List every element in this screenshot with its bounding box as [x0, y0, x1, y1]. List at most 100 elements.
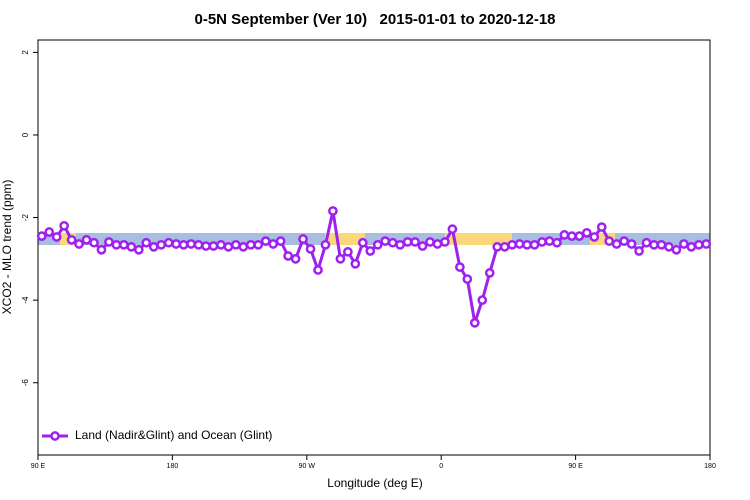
point: [499, 242, 510, 252]
point: [410, 237, 420, 247]
point: [671, 244, 682, 255]
point: [313, 265, 323, 275]
x-tick-label: 180: [704, 463, 716, 470]
point: [372, 239, 383, 250]
point: [634, 246, 644, 256]
y-tick-label: 2: [21, 50, 30, 55]
point: [604, 236, 615, 246]
point: [611, 239, 622, 249]
point: [417, 241, 428, 251]
point: [186, 239, 196, 249]
y-tick-label: -4: [21, 296, 30, 304]
point: [559, 230, 570, 240]
point: [477, 295, 488, 305]
point: [238, 242, 249, 252]
point: [589, 232, 600, 242]
point: [178, 239, 189, 250]
point: [260, 236, 271, 246]
point: [529, 239, 540, 250]
point: [133, 244, 144, 255]
point: [522, 239, 532, 250]
point: [350, 258, 361, 269]
point: [51, 232, 62, 242]
point: [283, 251, 293, 261]
point: [208, 241, 219, 251]
point: [171, 239, 181, 249]
point: [619, 236, 629, 246]
point: [193, 239, 204, 250]
point: [656, 239, 667, 250]
point: [96, 244, 107, 255]
point: [693, 239, 704, 250]
point: [455, 262, 465, 272]
point: [320, 239, 331, 250]
point: [432, 239, 443, 249]
point: [328, 206, 338, 216]
series-line: [41, 210, 707, 324]
point: [201, 241, 211, 251]
point: [641, 237, 652, 248]
point: [440, 237, 450, 247]
point: [514, 239, 525, 249]
y-tick-label: -6: [21, 379, 30, 387]
point: [357, 237, 368, 248]
point: [380, 236, 391, 246]
point: [148, 242, 159, 252]
point: [649, 239, 659, 250]
point: [574, 231, 585, 241]
point: [163, 237, 174, 248]
point: [59, 220, 69, 231]
point: [544, 236, 555, 246]
point: [216, 239, 226, 250]
plot-frame: [37, 39, 711, 456]
point: [581, 227, 592, 238]
point: [425, 237, 435, 247]
y-tick-label: -2: [21, 213, 30, 221]
point: [402, 237, 413, 247]
point: [253, 239, 264, 250]
y-axis-label: XCO2 - MLO trend (ppm): [0, 180, 14, 315]
x-tick-label: 180: [167, 463, 179, 470]
point: [36, 231, 47, 241]
point: [89, 237, 99, 248]
point: [596, 222, 607, 232]
point: [305, 244, 316, 254]
point: [469, 318, 480, 328]
point: [365, 246, 376, 256]
point: [298, 234, 308, 244]
point: [275, 236, 286, 246]
point: [664, 242, 674, 252]
point: [66, 235, 77, 245]
point: [679, 239, 689, 249]
x-tick-label: 90 E: [31, 463, 46, 470]
point: [701, 239, 712, 249]
point: [335, 254, 346, 264]
land-band: [445, 233, 512, 245]
point: [507, 239, 517, 250]
point: [141, 237, 152, 248]
y-tick-label: 0: [21, 132, 30, 137]
point: [119, 239, 129, 250]
point: [447, 224, 458, 234]
point: [290, 254, 301, 264]
point: [104, 237, 114, 247]
point: [268, 239, 279, 249]
legend-label: Land (Nadir&Glint) and Ocean (Glint): [75, 428, 272, 442]
point: [686, 242, 697, 252]
point: [395, 239, 405, 250]
point: [44, 227, 55, 237]
legend-marker: [50, 431, 60, 441]
point: [567, 231, 577, 241]
x-tick-label: 90 W: [299, 463, 316, 470]
point: [111, 239, 122, 250]
point: [126, 242, 137, 252]
point: [223, 242, 234, 252]
point: [343, 246, 353, 257]
point: [552, 237, 562, 248]
point: [74, 239, 84, 249]
point: [245, 239, 256, 250]
point: [462, 274, 473, 284]
x-tick-label: 0: [439, 463, 443, 470]
point: [626, 239, 637, 249]
